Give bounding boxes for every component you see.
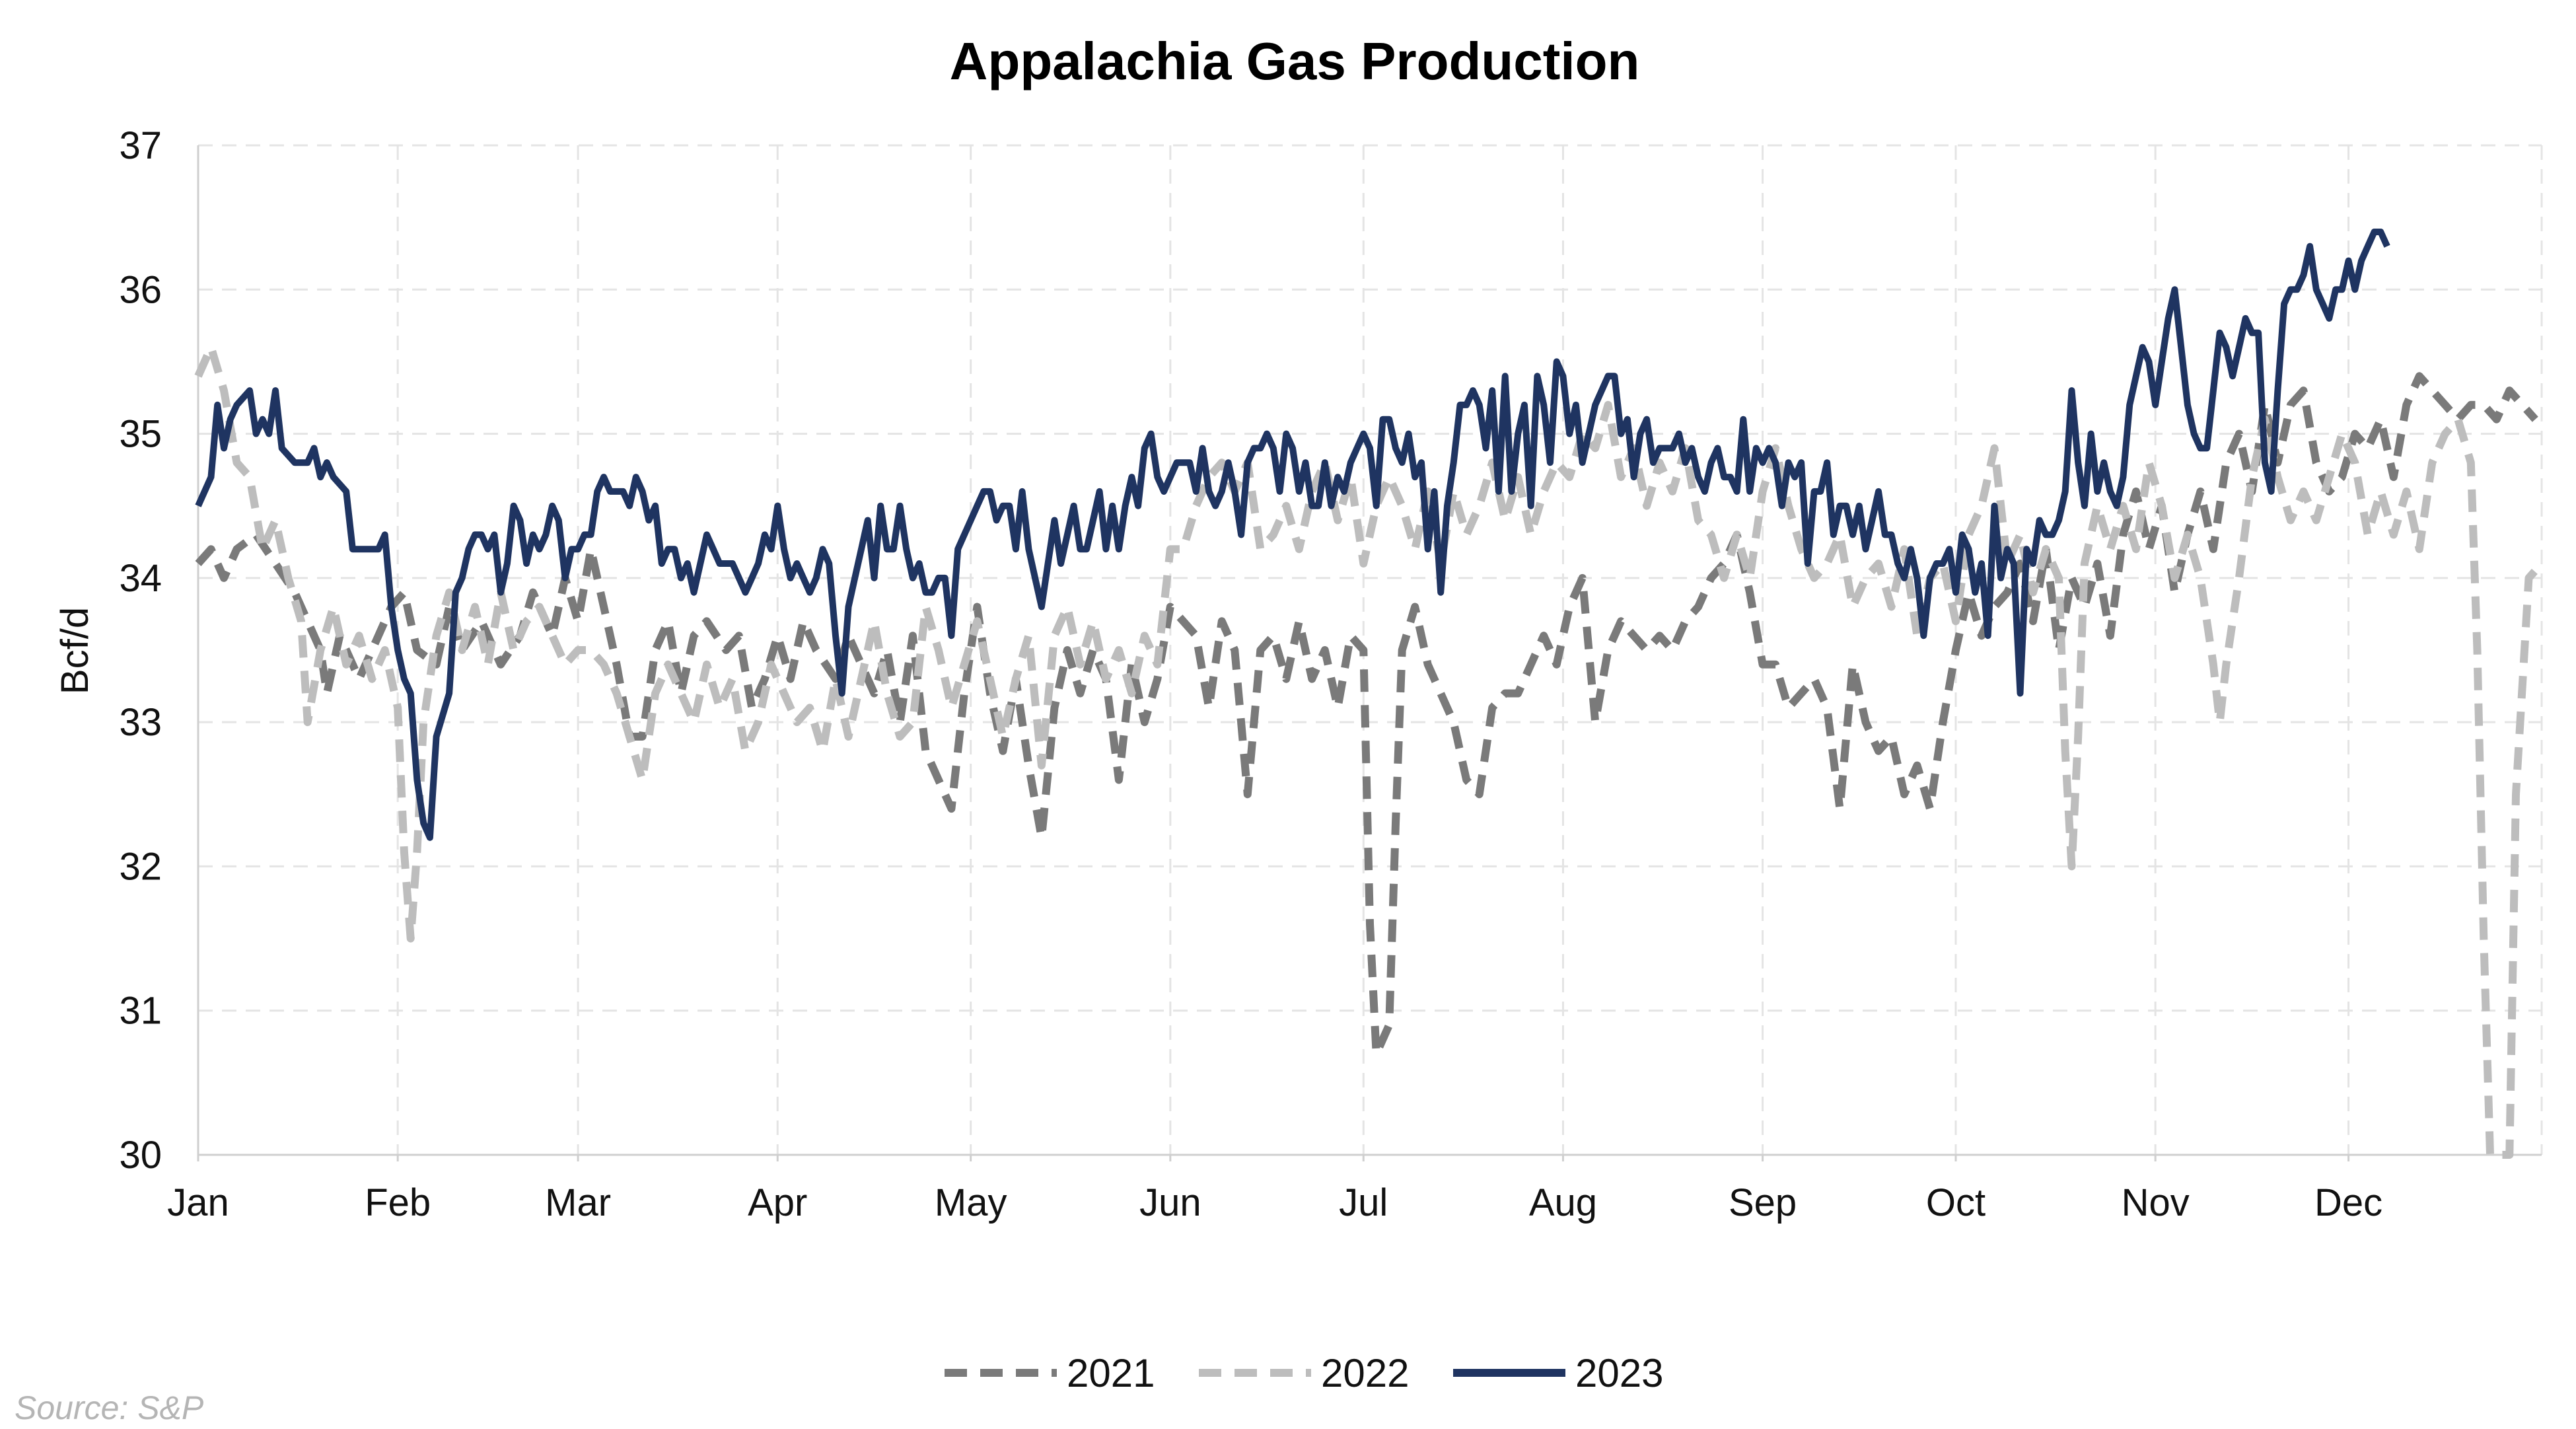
series-line-2021 [195, 372, 2538, 1058]
x-tick-label: Jul [1339, 1181, 1388, 1224]
x-tick-label: Mar [545, 1181, 611, 1224]
x-tick-label: Dec [2314, 1181, 2382, 1224]
y-tick-label: 35 [119, 413, 162, 456]
x-tick-label: Feb [365, 1181, 431, 1224]
x-tick-label: Oct [1926, 1181, 1986, 1224]
series-lines [194, 229, 2545, 1159]
y-tick-label: 34 [119, 557, 162, 600]
legend: 2021 2022 2023 [945, 1351, 1663, 1395]
x-tick-label: Apr [748, 1181, 807, 1224]
y-tick-labels: 30 31 32 33 34 35 36 37 [119, 124, 162, 1177]
y-tick-label: 30 [119, 1134, 162, 1177]
x-tick-label: Sep [1729, 1181, 1797, 1224]
y-tick-label: 36 [119, 268, 162, 311]
x-tick-label: Jan [167, 1181, 229, 1224]
y-tick-label: 32 [119, 845, 162, 888]
x-tick-label: May [935, 1181, 1007, 1224]
y-tick-label: 33 [119, 701, 162, 744]
legend-label-2022: 2022 [1321, 1351, 1409, 1395]
y-tick-label: 37 [119, 124, 162, 167]
axes [197, 145, 2542, 1161]
y-axis-label: Bcf/d [54, 607, 96, 694]
chart-title: Appalachia Gas Production [950, 32, 1640, 91]
series-line-2023 [195, 229, 2390, 841]
source-note: Source: S&P [15, 1389, 204, 1426]
y-tick-label: 31 [119, 990, 162, 1033]
x-tick-label: Jun [1139, 1181, 1201, 1224]
series-line-2022 [194, 343, 2545, 1159]
legend-label-2023: 2023 [1575, 1351, 1663, 1395]
legend-label-2021: 2021 [1067, 1351, 1155, 1395]
x-tick-label: Aug [1529, 1181, 1597, 1224]
x-tick-label: Nov [2122, 1181, 2190, 1224]
x-tick-labels: Jan Feb Mar Apr May Jun Jul Aug Sep Oct Nov Dec [167, 1181, 2382, 1224]
